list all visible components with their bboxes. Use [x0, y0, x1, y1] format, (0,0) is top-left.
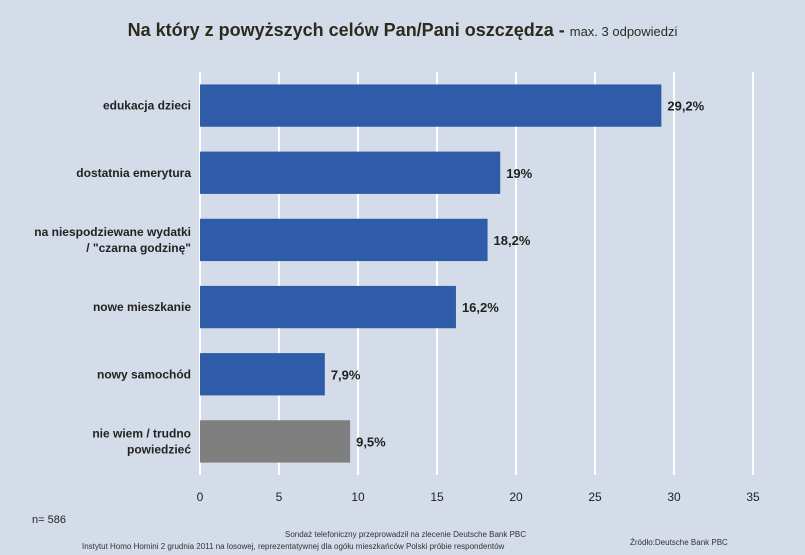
- chart-title: Na który z powyższych celów Pan/Pani osz…: [0, 20, 805, 41]
- chart-title-sub: max. 3 odpowiedzi: [569, 24, 678, 39]
- bar: [200, 420, 351, 463]
- bar-value-label: 18,2%: [494, 233, 531, 248]
- category-label: dostatnia emerytura: [76, 166, 191, 180]
- category-label: powiedzieć: [127, 442, 191, 456]
- bar: [200, 353, 325, 396]
- x-tick-label: 20: [509, 490, 523, 504]
- source-label: Źródło:Deutsche Bank PBC: [630, 538, 728, 547]
- x-tick-label: 10: [351, 490, 365, 504]
- category-label: / "czarna godzinę": [86, 241, 191, 255]
- bar-value-label: 16,2%: [462, 300, 499, 315]
- category-label: nowy samochód: [97, 367, 191, 381]
- methodology-note-line2: Instytut Homo Homini 2 grudnia 2011 na l…: [82, 542, 505, 551]
- x-tick-label: 15: [430, 490, 444, 504]
- x-tick-label: 0: [197, 490, 204, 504]
- bar: [200, 151, 501, 194]
- bar-value-label: 19%: [506, 166, 532, 181]
- category-label: nowe mieszkanie: [93, 300, 191, 314]
- category-label: na niespodziewane wydatki: [34, 225, 191, 239]
- category-label: edukacja dzieci: [103, 99, 191, 113]
- axis-layer: 0 5 10 15 20 25 30 35: [197, 490, 760, 504]
- x-tick-label: 25: [588, 490, 602, 504]
- x-tick-label: 35: [746, 490, 760, 504]
- sample-size-label: n= 586: [32, 514, 66, 526]
- chart-title-main: Na który z powyższych celów Pan/Pani osz…: [127, 20, 554, 40]
- grid-layer: [199, 72, 754, 475]
- category-label: nie wiem / trudno: [92, 426, 191, 440]
- bar-value-label: 29,2%: [667, 99, 704, 114]
- chart-title-separator: -: [553, 20, 570, 40]
- methodology-note-line1: Sondaż telefoniczny przeprowadził na zle…: [285, 530, 527, 539]
- labels-layer: 29,2% edukacja dzieci 19% dostatnia emerytu…: [34, 99, 704, 457]
- bar-value-label: 7,9%: [331, 367, 361, 382]
- bars-layer: [200, 84, 662, 463]
- x-tick-label: 30: [667, 490, 681, 504]
- bar: [200, 218, 488, 262]
- bar: [200, 84, 662, 127]
- bar-value-label: 9,5%: [356, 434, 386, 449]
- x-tick-label: 5: [276, 490, 283, 504]
- bar: [200, 285, 456, 329]
